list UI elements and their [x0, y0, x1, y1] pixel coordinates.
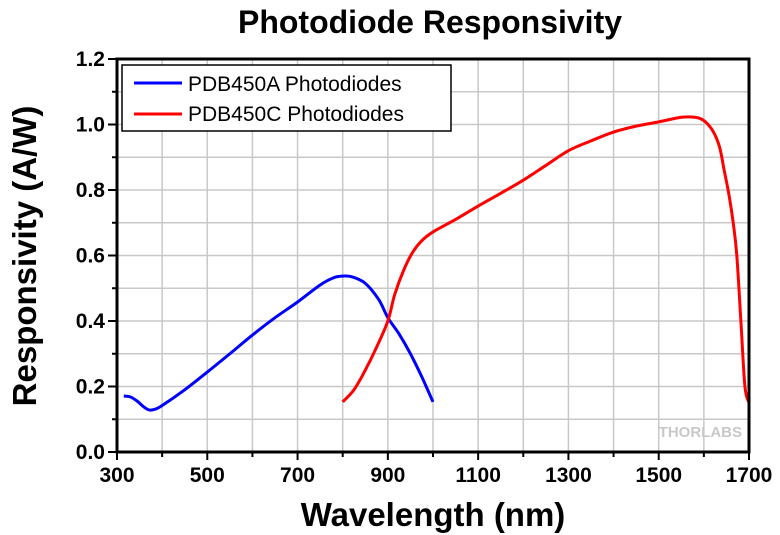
x-tick-label: 700 [280, 464, 315, 487]
y-tick-label: 0.4 [76, 310, 106, 333]
x-tick-label: 500 [190, 464, 225, 487]
y-axis-label: Responsivity (A/W) [6, 106, 43, 407]
x-tick-label: 1300 [545, 464, 592, 487]
series-line-pdb450a [123, 274, 435, 412]
legend: PDB450A Photodiodes PDB450C Photodiodes [121, 64, 452, 132]
y-tick-label: 0.6 [76, 245, 105, 268]
legend-label-pdb450c: PDB450C Photodiodes [188, 103, 404, 126]
y-tick-label: 1.2 [76, 48, 105, 71]
series-line-pdb450c [341, 115, 751, 404]
watermark-logo: THORLABS [659, 424, 742, 441]
series-layer [123, 115, 751, 412]
x-tick-labels: 300 500 700 900 1100 1300 1500 1700 [99, 464, 772, 487]
x-tick-label: 300 [99, 464, 134, 487]
x-tick-label: 1700 [726, 464, 773, 487]
y-tick-label: 0.8 [76, 179, 106, 202]
y-tick-label: 0.0 [76, 441, 105, 464]
x-tick-label: 1100 [455, 464, 501, 487]
legend-label-pdb450a: PDB450A Photodiodes [188, 73, 402, 96]
y-tick-labels: 0.0 0.2 0.4 0.6 0.8 1.0 1.2 [76, 48, 106, 464]
x-tick-label: 900 [370, 464, 405, 487]
y-tick-label: 1.0 [76, 114, 105, 137]
x-axis-label: Wavelength (nm) [301, 496, 566, 533]
axis-ticks [108, 58, 750, 460]
x-tick-label: 1500 [635, 464, 682, 487]
chart-title: Photodiode Responsivity [238, 4, 622, 40]
y-tick-label: 0.2 [76, 376, 105, 399]
legend-box [121, 64, 452, 132]
